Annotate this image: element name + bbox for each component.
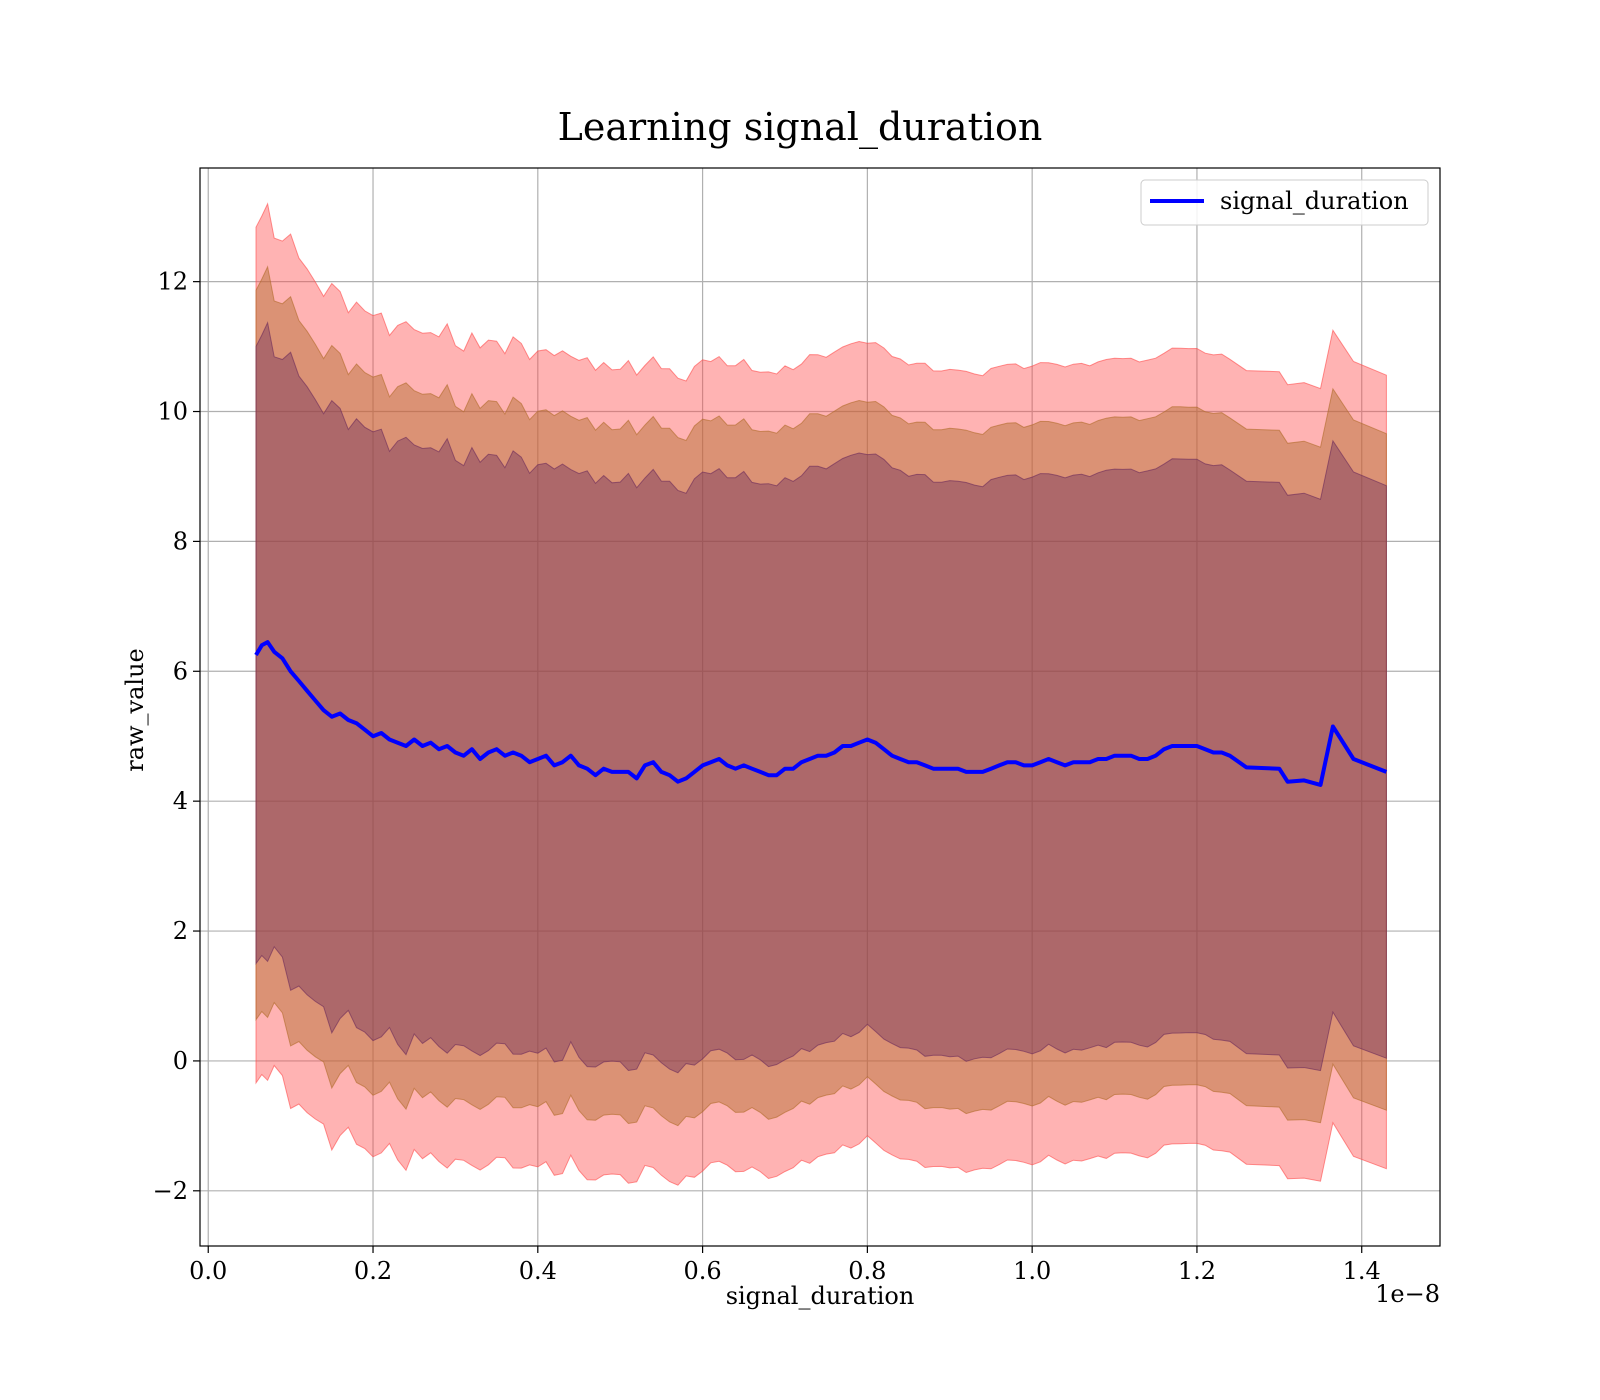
y-tick-label: 4 xyxy=(173,787,188,815)
y-tick-label: 6 xyxy=(173,657,188,685)
x-tick-label: 0.0 xyxy=(189,1257,227,1285)
series-line-signal-duration xyxy=(254,640,1388,787)
x-tick-label: 1.4 xyxy=(1343,1257,1381,1285)
x-tick-label: 0.6 xyxy=(684,1257,722,1285)
band-outer xyxy=(255,202,1387,1186)
x-tick-label: 1.2 xyxy=(1178,1257,1216,1285)
x-axis-offset-label: 1e−8 xyxy=(1375,1280,1440,1308)
grid xyxy=(200,168,1440,1246)
chart-title: Learning signal_duration xyxy=(558,105,1043,150)
band-inner xyxy=(255,321,1387,1074)
x-tick-label: 0.2 xyxy=(354,1257,392,1285)
confidence-bands xyxy=(255,202,1387,1186)
y-tick-label: 10 xyxy=(157,398,188,426)
x-tick-label: 0.8 xyxy=(848,1257,886,1285)
y-axis-label: raw_value xyxy=(121,648,149,772)
x-axis-label: signal_duration xyxy=(726,1282,915,1310)
legend: signal_duration xyxy=(1140,179,1429,226)
x-tick-label: 0.4 xyxy=(519,1257,557,1285)
y-tick-label: 8 xyxy=(173,527,188,555)
x-axis-ticks: 0.0 0.2 0.4 0.6 0.8 1.0 1.2 1.4 xyxy=(189,1246,1381,1285)
y-tick-label: −2 xyxy=(153,1177,188,1205)
legend-label: signal_duration xyxy=(1220,187,1409,215)
legend-box xyxy=(1140,179,1429,226)
plot-frame xyxy=(199,167,1441,1247)
y-tick-label: 0 xyxy=(173,1047,188,1075)
x-tick-label: 1.0 xyxy=(1013,1257,1051,1285)
series-lines xyxy=(254,640,1388,787)
band-middle xyxy=(255,265,1387,1127)
y-axis-ticks: −2 0 2 4 6 8 10 12 xyxy=(153,268,200,1205)
plot-area xyxy=(200,168,1440,1246)
y-tick-label: 12 xyxy=(157,268,188,296)
y-tick-label: 2 xyxy=(173,917,188,945)
